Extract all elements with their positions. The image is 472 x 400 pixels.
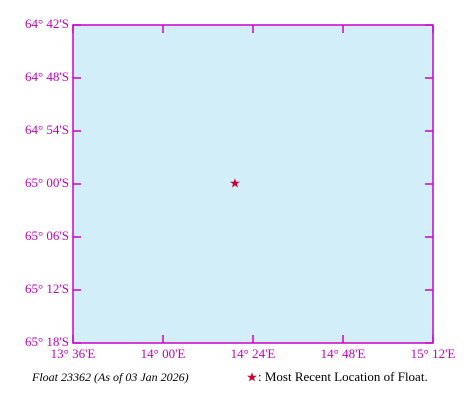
y-tick-label: 64° 42'S bbox=[25, 16, 69, 31]
caption: Float 23362 (As of 03 Jan 2026) bbox=[31, 370, 189, 384]
y-tick-label: 65° 00'S bbox=[25, 175, 69, 190]
x-tick-label: 14° 24'E bbox=[231, 346, 276, 361]
x-tick-label: 13° 36'E bbox=[51, 346, 96, 361]
x-tick-label: 15° 12'E bbox=[411, 346, 456, 361]
y-tick-label: 65° 12'S bbox=[25, 281, 69, 296]
plot-area bbox=[72, 24, 434, 344]
legend-label: : Most Recent Location of Float. bbox=[258, 369, 428, 384]
y-tick-label: 64° 48'S bbox=[25, 69, 69, 84]
y-tick-label: 65° 18'S bbox=[25, 334, 69, 349]
y-tick-label: 64° 54'S bbox=[25, 122, 69, 137]
x-tick-label: 14° 00'E bbox=[141, 346, 186, 361]
y-tick-label: 65° 06'S bbox=[25, 228, 69, 243]
float-location: ★ bbox=[229, 177, 241, 192]
legend-symbol: ★ bbox=[246, 371, 258, 386]
x-tick-label: 14° 48'E bbox=[321, 346, 366, 361]
